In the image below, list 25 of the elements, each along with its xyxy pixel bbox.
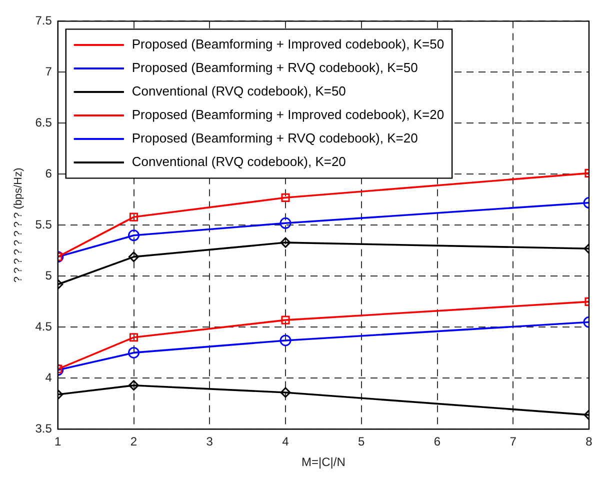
y-tick-label: 4.5: [35, 320, 52, 334]
x-axis-title: M=|C|/N: [301, 455, 346, 470]
y-axis-title: ? ? ? ? ? ? ? ? (bps/Hz): [12, 168, 25, 283]
y-tick-label: 7.5: [35, 14, 52, 28]
y-tick-label: 6: [45, 166, 52, 181]
x-tick-label: 5: [358, 434, 366, 449]
x-tick-label: 1: [54, 434, 62, 449]
y-tick-label: 4: [45, 370, 52, 385]
legend-label: Proposed (Beamforming + Improved codebook), K=20: [132, 107, 444, 122]
y-tick-label: 5.5: [35, 218, 52, 232]
legend-label: Conventional (RVQ codebook), K=20: [132, 154, 346, 170]
x-tick-label: 2: [130, 434, 138, 449]
x-tick-label: 3: [206, 434, 214, 449]
y-tick-label: 3.5: [35, 422, 52, 436]
legend-label: Proposed (Beamforming + RVQ codebook), K=20: [132, 130, 418, 146]
y-tick-label: 7: [45, 64, 52, 79]
x-tick-label: 4: [282, 434, 290, 449]
y-tick-label: 6.5: [35, 116, 52, 130]
x-tick-label: 8: [586, 434, 593, 449]
legend-label: Proposed (Beamforming + Improved codebook), K=50: [132, 36, 444, 52]
x-tick-label: 6: [434, 434, 441, 449]
legend-label: Proposed (Beamforming + RVQ codebook), K=50: [132, 60, 418, 76]
x-tick-label: 7: [510, 434, 517, 449]
y-tick-label: 5: [45, 268, 52, 283]
legend-label: Conventional (RVQ codebook), K=50: [132, 84, 346, 99]
